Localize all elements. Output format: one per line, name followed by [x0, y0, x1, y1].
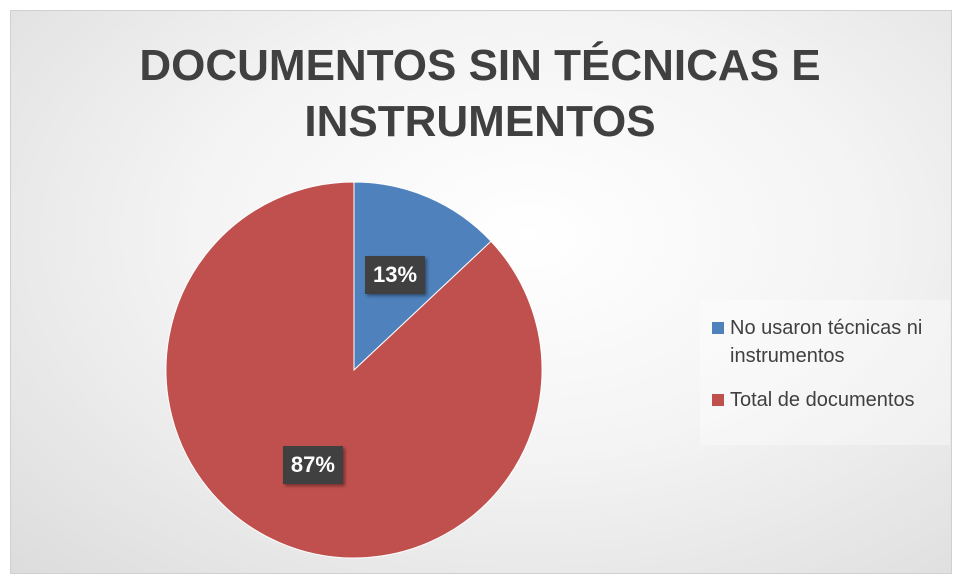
legend-swatch: [712, 322, 724, 334]
legend-item: Total de documentos: [712, 386, 944, 414]
data-label: 13%: [365, 256, 426, 295]
legend-label: No usaron técnicas ni instrumentos: [730, 317, 923, 367]
data-label: 87%: [282, 445, 343, 484]
chart-title: DOCUMENTOS SIN TÉCNICAS E INSTRUMENTOS: [139, 41, 821, 146]
legend-label: Total de documentos: [730, 389, 915, 411]
legend-swatch: [712, 394, 724, 406]
pie-slice: [165, 181, 543, 559]
legend-item: No usaron técnicas ni instrumentos: [712, 314, 944, 370]
legend: No usaron técnicas ni instrumentos Total …: [700, 300, 950, 445]
